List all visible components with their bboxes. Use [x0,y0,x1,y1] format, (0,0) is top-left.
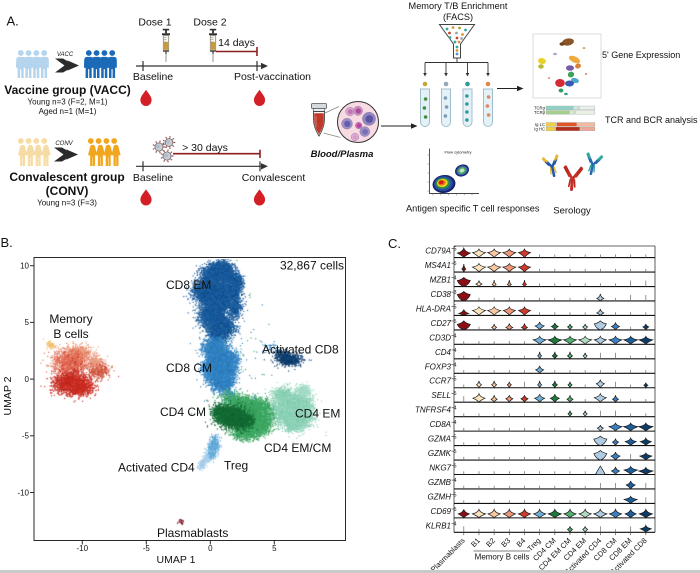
svg-text:Activated CD8: Activated CD8 [262,343,339,357]
svg-text:Young n=3 (F=2, M=1): Young n=3 (F=2, M=1) [28,98,108,107]
svg-text:Memory T/B Enrichment: Memory T/B Enrichment [409,1,508,11]
svg-text:4: 4 [454,406,457,412]
svg-text:5: 5 [454,449,457,455]
svg-text:CD4 EM: CD4 EM [295,407,340,421]
svg-text:4: 4 [454,521,457,527]
svg-text:CD4 EM/CM: CD4 EM/CM [264,441,331,455]
svg-text:Memory: Memory [49,312,92,326]
svg-text:GZMA: GZMA [428,435,451,444]
svg-text:Dose 2: Dose 2 [193,17,226,29]
svg-text:5: 5 [25,318,30,327]
svg-text:CD4 CM: CD4 CM [160,405,206,419]
svg-text:(CONV): (CONV) [46,184,89,198]
svg-text:10: 10 [20,262,29,271]
svg-text:5: 5 [454,377,457,383]
svg-text:0: 0 [208,544,213,553]
svg-text:14 days: 14 days [218,37,255,49]
svg-text:CD8A: CD8A [430,420,451,429]
svg-text:A.: A. [7,14,19,29]
svg-text:4: 4 [454,348,457,354]
svg-text:GZMH: GZMH [427,492,451,501]
svg-text:-10: -10 [77,544,89,553]
svg-text:CD69: CD69 [431,507,452,516]
svg-text:5: 5 [454,319,457,325]
svg-text:GZMB: GZMB [428,478,452,487]
svg-text:Aged n=1 (M=1): Aged n=1 (M=1) [39,107,97,116]
svg-text:-5: -5 [143,544,151,553]
svg-text:Post-vaccination: Post-vaccination [234,71,311,83]
svg-text:5: 5 [272,544,277,553]
svg-text:TNFRSF4: TNFRSF4 [415,406,452,415]
svg-text:Treg: Treg [224,459,248,473]
svg-text:Memory B cells: Memory B cells [475,553,530,562]
svg-text:5: 5 [454,435,457,441]
svg-text:Activated CD4: Activated CD4 [118,461,195,475]
svg-text:4: 4 [454,333,457,339]
svg-text:MZB1: MZB1 [430,276,451,285]
svg-text:B cells: B cells [53,327,88,341]
svg-text:NKG7: NKG7 [429,464,451,473]
svg-text:5: 5 [454,391,457,397]
svg-text:Convalescent group: Convalescent group [9,170,124,184]
svg-text:B.: B. [1,235,13,250]
svg-text:Ig HC: Ig HC [534,126,545,131]
svg-text:UMAP 1: UMAP 1 [157,554,196,566]
svg-text:6: 6 [454,464,457,470]
svg-text:B2: B2 [484,536,497,549]
svg-text:0: 0 [25,375,30,384]
svg-text:4: 4 [454,362,457,368]
svg-text:Vaccine group (VACC): Vaccine group (VACC) [4,83,130,97]
svg-text:CD8 CM: CD8 CM [166,361,212,375]
svg-text:Plasmablasts: Plasmablasts [157,526,228,540]
svg-text:5: 5 [454,261,457,267]
svg-text:UMAP 2: UMAP 2 [2,376,14,415]
svg-text:CD38: CD38 [431,290,452,299]
svg-text:Baseline: Baseline [133,172,173,184]
svg-text:5: 5 [454,247,457,253]
svg-text:5' Gene Expression: 5' Gene Expression [602,50,680,60]
svg-text:Flow cytometry: Flow cytometry [445,150,472,155]
svg-text:Baseline: Baseline [133,71,173,83]
svg-text:> 30 days: > 30 days [182,142,228,154]
svg-text:Blood/Plasma: Blood/Plasma [311,149,374,160]
svg-text:-10: -10 [17,488,29,497]
svg-text:TCRα: TCRα [534,105,546,110]
svg-text:Plasmablasts: Plasmablasts [429,536,467,573]
svg-text:4: 4 [454,478,457,484]
svg-text:4: 4 [454,420,457,426]
svg-text:32,867 cells: 32,867 cells [280,259,344,273]
svg-text:FOXP3: FOXP3 [425,362,452,371]
svg-text:CCR7: CCR7 [429,377,451,386]
svg-text:3: 3 [454,290,457,296]
svg-text:CD3D: CD3D [429,333,451,342]
svg-text:Young n=3 (F=3): Young n=3 (F=3) [37,199,97,208]
svg-text:Antigen specific T cell respon: Antigen specific T cell responses [406,204,540,214]
svg-text:5: 5 [454,507,457,513]
svg-text:CD79A: CD79A [425,247,451,256]
svg-text:Serology: Serology [553,206,591,217]
svg-text:TCR and BCR analysis: TCR and BCR analysis [605,115,698,125]
svg-text:B1: B1 [469,536,482,549]
svg-text:KLRB1: KLRB1 [426,521,451,530]
svg-text:Dose 1: Dose 1 [138,17,171,29]
svg-text:TCRβ: TCRβ [534,110,546,115]
svg-text:Ig LC: Ig LC [535,122,545,127]
svg-text:(FACS): (FACS) [443,12,473,22]
svg-text:CD8 EM: CD8 EM [166,278,211,292]
svg-text:Convalescent: Convalescent [242,172,306,184]
svg-text:CD4: CD4 [435,348,452,357]
svg-text:C.: C. [388,236,401,251]
svg-text:B3: B3 [499,536,512,549]
svg-text:HLA-DRA: HLA-DRA [416,304,451,313]
svg-text:SELL: SELL [431,391,451,400]
svg-text:5: 5 [454,492,457,498]
svg-text:-5: -5 [22,432,30,441]
svg-text:VACC: VACC [57,52,74,58]
svg-text:GZMK: GZMK [428,449,452,458]
svg-text:5: 5 [454,304,457,310]
svg-text:CONV: CONV [55,141,73,147]
svg-text:MS4A1: MS4A1 [425,261,451,270]
svg-text:CD27: CD27 [431,319,452,328]
svg-text:4: 4 [454,276,457,282]
